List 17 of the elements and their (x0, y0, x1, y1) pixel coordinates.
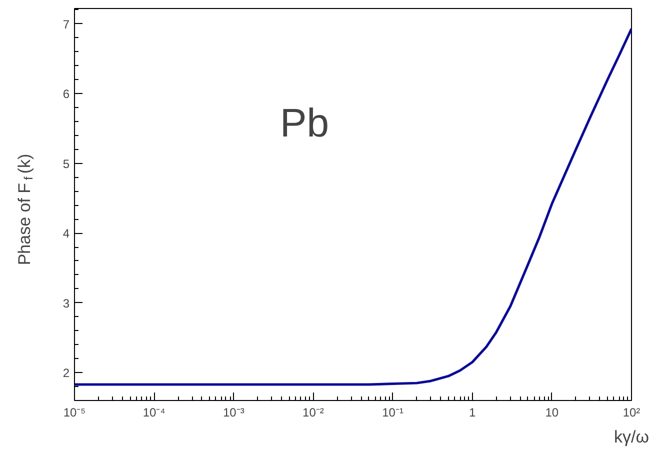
x-tick-label: 10 (545, 406, 559, 420)
x-tick-label: 10⁻³ (222, 406, 244, 420)
annotation: Pb (280, 102, 329, 146)
x-tick-label: 10⁻¹ (382, 406, 404, 420)
x-tick-label: 1 (469, 406, 476, 420)
y-tick-label: 3 (62, 296, 70, 310)
x-tick-label: 10⁻² (302, 406, 324, 420)
x-tick-label: 10⁻⁵ (63, 406, 86, 420)
y-tick-label: 7 (62, 17, 70, 32)
y-axis-title: Phase of Ff(k) (15, 154, 36, 266)
y-tick-label: 4 (62, 226, 70, 241)
y-tick-label: 6 (62, 87, 70, 102)
x-axis-title: kγ/ω (614, 428, 649, 446)
y-tick-label: 5 (62, 156, 70, 171)
y-tick-label: 2 (62, 366, 70, 380)
x-tick-label: 10² (622, 406, 640, 420)
x-tick-label: 10⁻⁴ (142, 406, 166, 420)
